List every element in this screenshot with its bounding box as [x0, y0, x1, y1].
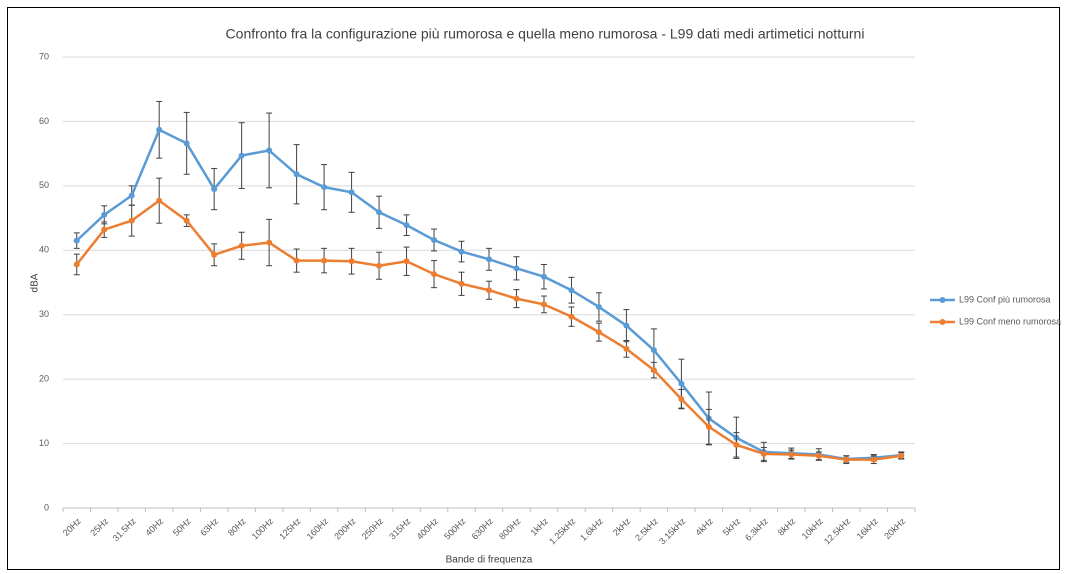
legend-label: L99 Conf più rumorosa — [959, 294, 1051, 304]
y-tick-label: 10 — [39, 438, 49, 448]
point — [513, 295, 520, 302]
point — [403, 258, 410, 265]
point — [348, 258, 355, 265]
point — [293, 257, 300, 264]
point — [650, 367, 657, 374]
point — [843, 456, 850, 463]
point — [705, 423, 712, 430]
point — [348, 189, 355, 196]
point — [870, 456, 877, 463]
point — [623, 322, 630, 329]
point — [183, 217, 190, 224]
point — [156, 197, 163, 204]
point — [568, 313, 575, 320]
point — [486, 287, 492, 294]
legend-marker — [939, 297, 946, 303]
point — [486, 256, 492, 263]
point — [293, 171, 300, 178]
y-tick-label: 0 — [44, 502, 49, 512]
point — [595, 303, 602, 310]
point — [183, 140, 190, 147]
point — [513, 265, 520, 272]
y-tick-label: 20 — [39, 374, 49, 384]
point — [376, 209, 383, 216]
point — [623, 345, 630, 352]
point — [431, 271, 438, 278]
point — [376, 262, 383, 269]
point — [128, 192, 135, 199]
x-axis-title: Bande di frequenza — [446, 555, 533, 566]
point — [211, 186, 218, 193]
y-tick-label: 30 — [39, 309, 49, 319]
point — [540, 301, 547, 308]
point — [898, 452, 905, 459]
chart-border — [7, 7, 1060, 570]
point — [568, 287, 575, 294]
point — [266, 239, 273, 246]
y-tick-label: 70 — [39, 51, 49, 61]
y-tick-label: 50 — [39, 180, 49, 190]
y-tick-label: 60 — [39, 116, 49, 126]
point — [788, 451, 795, 458]
point — [678, 396, 685, 403]
point — [458, 280, 465, 287]
point — [73, 237, 80, 244]
point — [650, 347, 657, 354]
point — [321, 257, 328, 264]
point — [128, 217, 135, 224]
point — [458, 248, 465, 255]
y-tick-label: 40 — [39, 245, 49, 255]
point — [760, 450, 767, 457]
point — [733, 441, 740, 448]
point — [431, 236, 438, 243]
point — [101, 226, 108, 233]
point — [211, 251, 218, 258]
point — [101, 211, 108, 218]
legend-label: L99 Conf meno rumorosa — [959, 316, 1061, 326]
point — [73, 261, 80, 268]
point — [238, 242, 245, 249]
point — [815, 452, 822, 459]
point — [238, 152, 245, 159]
y-axis-title: dBA — [30, 273, 41, 292]
point — [595, 329, 602, 336]
point — [678, 380, 685, 387]
point — [266, 147, 273, 154]
point — [540, 273, 547, 280]
point — [403, 222, 410, 229]
point — [321, 184, 328, 191]
point — [156, 126, 163, 133]
legend-marker — [939, 319, 946, 325]
chart-title: Confronto fra la configurazione più rumo… — [226, 26, 865, 42]
